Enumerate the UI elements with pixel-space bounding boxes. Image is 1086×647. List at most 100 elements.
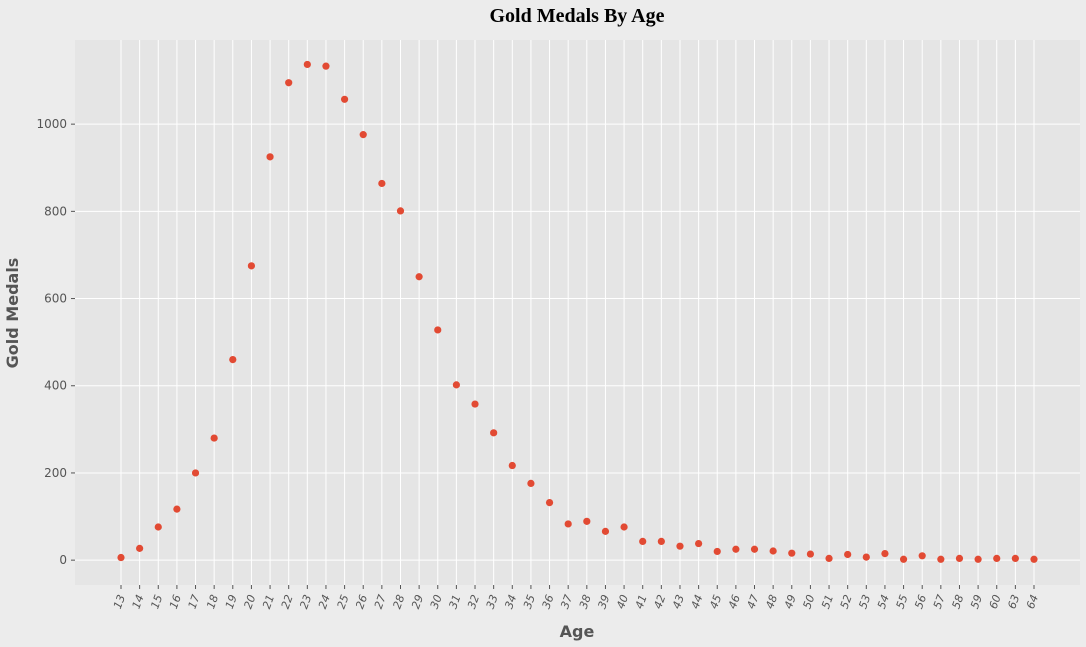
x-tick-label: 48 <box>763 593 780 611</box>
data-point <box>899 555 908 563</box>
x-tick-label: 13 <box>111 593 128 611</box>
data-point <box>695 539 703 548</box>
data-point <box>639 537 647 546</box>
data-point <box>247 262 256 270</box>
data-point <box>471 400 479 408</box>
x-tick-label: 25 <box>335 593 352 611</box>
x-tick-label: 19 <box>223 593 240 611</box>
data-points <box>117 60 1038 563</box>
data-point <box>806 550 815 558</box>
data-point <box>564 520 572 528</box>
data-point <box>303 60 311 69</box>
data-point <box>1011 554 1019 563</box>
grid-lines <box>75 40 1080 585</box>
x-tick-label: 38 <box>577 593 594 611</box>
x-tick-label: 60 <box>987 593 1004 611</box>
x-tick-label: 41 <box>633 593 650 611</box>
x-tick-label: 32 <box>465 593 482 611</box>
data-point <box>545 498 554 507</box>
data-point <box>583 517 591 525</box>
x-tick-label: 30 <box>428 593 445 611</box>
x-tick-label: 51 <box>819 593 836 611</box>
chart-title: Gold Medals By Age <box>489 5 664 27</box>
x-tick-label: 42 <box>651 593 668 611</box>
data-point <box>117 553 125 562</box>
data-point <box>769 547 777 555</box>
x-tick-label: 35 <box>521 593 538 611</box>
x-tick-label: 29 <box>409 593 426 611</box>
data-point <box>862 553 870 561</box>
data-point <box>322 62 330 70</box>
y-tick-label: 600 <box>44 292 67 306</box>
x-tick-label: 43 <box>670 593 687 611</box>
data-point <box>788 549 796 557</box>
data-point <box>136 544 144 552</box>
x-tick-label: 23 <box>297 593 314 611</box>
data-point <box>918 552 926 560</box>
x-tick-label: 57 <box>931 593 948 611</box>
data-point <box>434 326 442 334</box>
data-point <box>881 550 889 558</box>
data-point <box>508 461 516 470</box>
x-tick-label: 59 <box>968 593 985 611</box>
data-point <box>825 554 833 563</box>
data-point <box>452 381 460 389</box>
x-tick-label: 40 <box>614 593 631 611</box>
x-tick-label: 39 <box>595 593 612 611</box>
x-tick-label: 33 <box>484 593 501 611</box>
x-tick-label: 21 <box>260 593 277 611</box>
x-tick-label: 17 <box>186 593 203 611</box>
x-tick-label: 36 <box>540 593 557 611</box>
x-tick-label: 26 <box>353 593 370 611</box>
x-tick-label: 63 <box>1005 593 1022 611</box>
x-tick-label: 54 <box>875 593 892 611</box>
x-tick-label: 46 <box>726 593 743 611</box>
data-point <box>340 95 349 103</box>
data-point <box>527 479 535 488</box>
x-tick-label: 22 <box>279 593 296 611</box>
data-point <box>229 355 237 364</box>
data-point <box>620 523 628 531</box>
x-tick-label: 14 <box>130 593 147 611</box>
y-tick-label: 1000 <box>36 117 67 131</box>
x-tick-label: 49 <box>782 593 799 611</box>
data-point <box>191 469 200 477</box>
x-tick-label: 34 <box>502 593 519 611</box>
y-tick-label: 0 <box>59 553 67 567</box>
data-point <box>396 207 405 215</box>
x-tick-label: 44 <box>689 593 706 611</box>
x-tick-label: 24 <box>316 593 333 611</box>
x-tick-label: 45 <box>707 593 724 611</box>
data-point <box>676 542 684 550</box>
x-tick-label: 56 <box>912 593 929 611</box>
x-tick-label: 28 <box>391 593 408 611</box>
x-tick-label: 15 <box>148 593 165 611</box>
x-tick-label: 47 <box>745 593 762 611</box>
data-point <box>1030 555 1038 563</box>
data-point <box>415 273 423 281</box>
x-tick-label: 20 <box>241 593 258 611</box>
x-tick-label: 27 <box>372 593 389 611</box>
data-point <box>601 527 610 535</box>
x-tick-label: 50 <box>800 593 817 611</box>
axis-ticks: 13 14 15 16 17 18 19 20 21 22 23 24 25 26 27 28 29 30 31 32… <box>36 117 1041 610</box>
data-point <box>657 537 665 546</box>
y-tick-label: 200 <box>44 466 67 480</box>
x-tick-label: 31 <box>446 593 463 611</box>
data-point <box>844 550 852 559</box>
data-point <box>713 547 721 556</box>
data-point <box>993 554 1001 563</box>
data-point <box>154 523 162 531</box>
data-point <box>285 79 293 87</box>
x-tick-label: 64 <box>1024 593 1041 611</box>
data-point <box>210 434 218 442</box>
x-tick-label: 53 <box>856 593 873 611</box>
x-tick-label: 37 <box>558 593 575 611</box>
x-tick-label: 55 <box>894 593 911 611</box>
x-tick-label: 52 <box>838 593 855 611</box>
data-point <box>490 429 498 437</box>
data-point <box>974 555 982 563</box>
x-tick-label: 58 <box>949 593 966 611</box>
y-tick-label: 800 <box>44 204 67 218</box>
